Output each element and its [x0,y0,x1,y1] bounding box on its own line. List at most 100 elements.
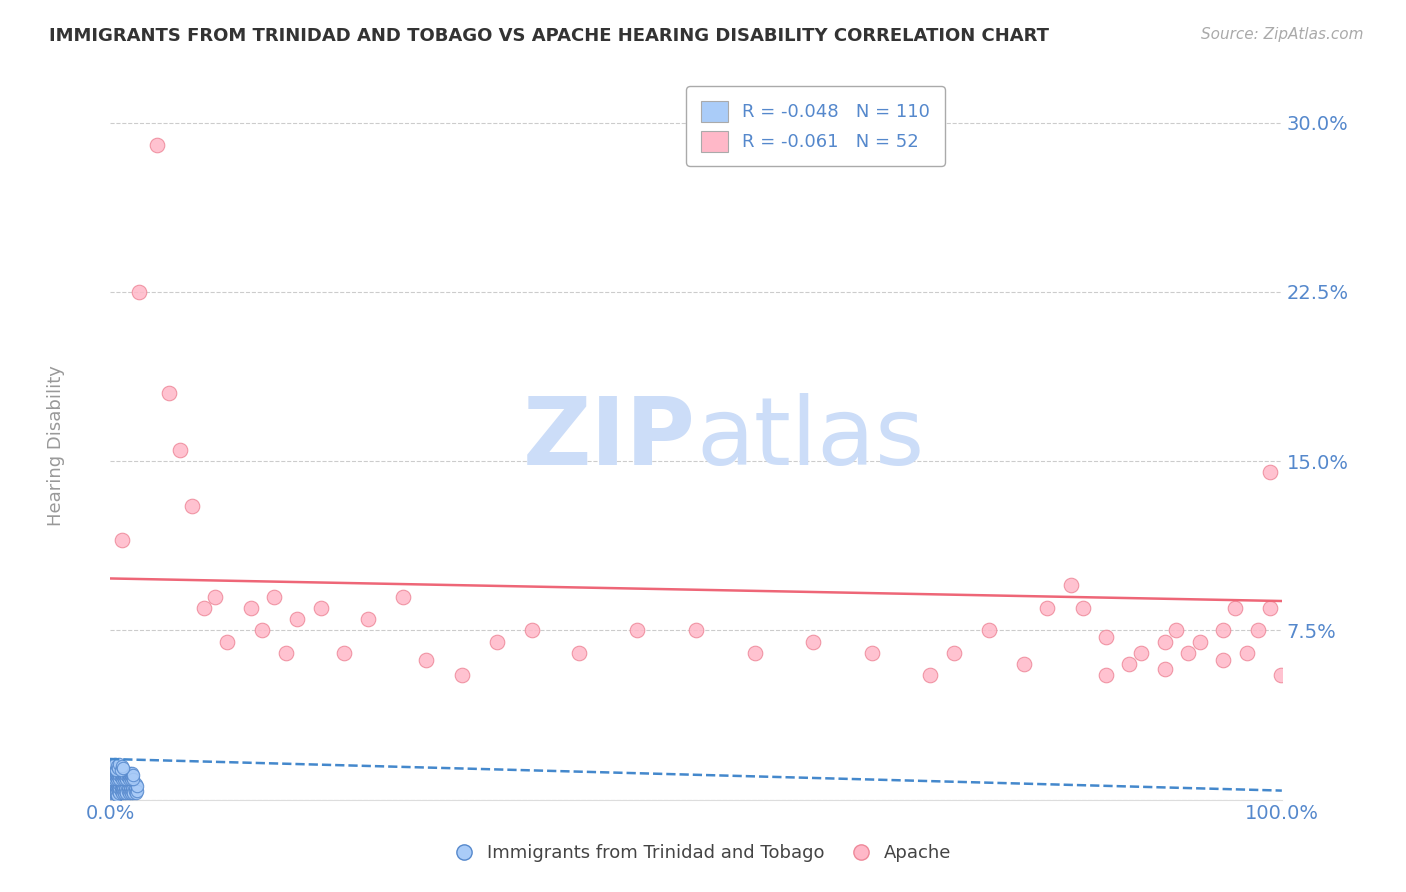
Point [118,786,141,800]
Point [121,779,143,793]
Text: Source: ZipAtlas.com: Source: ZipAtlas.com [1201,27,1364,42]
Point [101,783,124,797]
Point [100,770,122,784]
Point [1258,466,1281,480]
Point [124,779,146,793]
Point [101,768,124,782]
Point [115,786,138,800]
Point [121,765,143,780]
Point [105,758,128,772]
Point [111,786,134,800]
Point [169,442,191,457]
Point [121,770,143,784]
Point [104,768,127,782]
Point [118,777,141,791]
Point [120,772,142,787]
Point [101,758,124,772]
Point [1060,578,1083,592]
Point [450,668,472,682]
Legend: R = -0.048   N = 110, R = -0.061   N = 52: R = -0.048 N = 110, R = -0.061 N = 52 [686,87,945,166]
Point [100,779,122,793]
Point [263,590,285,604]
Point [103,761,125,775]
Point [157,386,180,401]
Point [1223,600,1246,615]
Legend: Immigrants from Trinidad and Tobago, Apache: Immigrants from Trinidad and Tobago, Apa… [447,838,959,870]
Point [977,624,1000,638]
Point [118,783,141,797]
Point [146,138,169,153]
Point [1130,646,1153,660]
Point [101,777,124,791]
Point [111,533,134,547]
Point [520,624,543,638]
Point [103,779,125,793]
Point [626,624,648,638]
Point [110,765,132,780]
Point [103,783,125,797]
Point [107,770,129,784]
Point [104,772,127,787]
Point [333,646,356,660]
Point [101,772,124,787]
Point [392,590,415,604]
Point [1212,653,1234,667]
Point [115,777,138,791]
Point [108,781,131,796]
Point [103,770,125,784]
Point [1153,662,1175,676]
Point [942,646,965,660]
Point [117,783,139,797]
Point [104,756,127,771]
Point [204,590,226,604]
Point [685,624,707,638]
Point [108,772,131,787]
Point [1071,600,1094,615]
Point [105,768,128,782]
Point [111,777,134,791]
Point [415,653,437,667]
Point [1095,630,1118,644]
Point [239,600,262,615]
Point [114,779,136,793]
Point [118,779,141,793]
Point [1153,634,1175,648]
Point [110,764,132,778]
Point [125,777,148,791]
Point [111,765,134,780]
Point [111,770,134,784]
Point [105,781,128,796]
Text: ZIP: ZIP [523,392,696,484]
Point [114,770,136,784]
Point [115,768,138,782]
Point [111,761,134,775]
Point [117,779,139,793]
Point [193,600,215,615]
Text: atlas: atlas [696,392,924,484]
Point [122,768,145,782]
Point [105,788,128,802]
Point [110,774,132,789]
Point [104,786,127,800]
Point [117,770,139,784]
Point [104,774,127,789]
Point [1095,668,1118,682]
Point [120,786,142,800]
Point [105,772,128,787]
Point [115,772,138,787]
Point [104,781,127,796]
Point [110,783,132,797]
Point [107,779,129,793]
Point [122,777,145,791]
Point [112,768,135,782]
Point [111,758,134,772]
Point [104,786,127,800]
Point [1118,657,1140,672]
Point [801,634,824,648]
Point [104,764,127,778]
Point [108,756,131,771]
Point [108,768,131,782]
Point [108,777,131,791]
Point [104,777,127,791]
Point [128,285,150,299]
